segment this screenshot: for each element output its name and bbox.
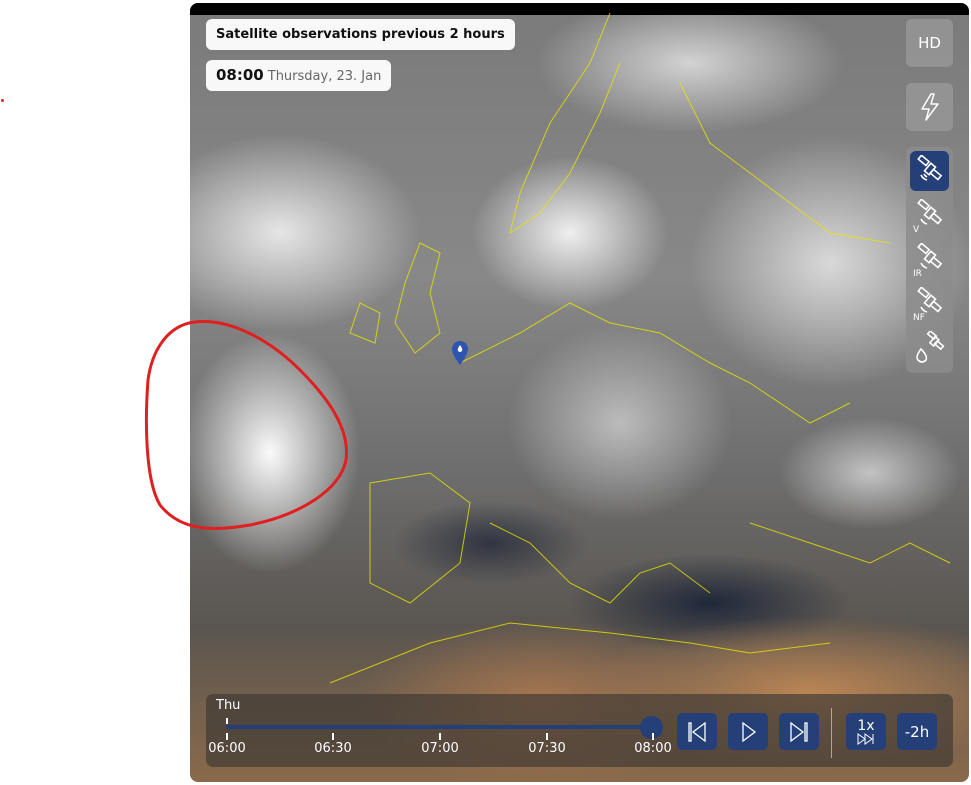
satellite-icon <box>917 199 943 225</box>
timeline-tick <box>439 733 441 740</box>
timeline-day-label: Thu <box>216 698 241 713</box>
satellite-layer-group: V IR NF <box>906 147 953 373</box>
hd-toggle-button[interactable]: HD <box>906 19 953 67</box>
location-pin-icon[interactable] <box>451 340 469 366</box>
map-top-strip <box>190 3 969 15</box>
layer-satellite-nf[interactable]: NF <box>910 283 949 323</box>
satellite-map[interactable]: Satellite observations previous 2 hours … <box>190 3 969 782</box>
play-button[interactable] <box>728 713 768 750</box>
layer-label: IR <box>913 269 922 279</box>
skip-back-icon <box>688 721 706 742</box>
timeline-tick-label: 07:00 <box>421 741 459 756</box>
satellite-icon <box>917 287 943 313</box>
current-date: Thursday, 23. Jan <box>267 69 382 84</box>
timeline-tick <box>332 733 334 740</box>
speed-label: 1x <box>857 717 875 734</box>
timeline-tick <box>226 733 228 740</box>
lightning-icon <box>920 93 939 121</box>
skip-to-start-button[interactable] <box>677 713 717 750</box>
day-tick <box>226 718 228 724</box>
timeline-tick-label: 06:30 <box>314 741 352 756</box>
timeline-handle[interactable] <box>640 716 663 739</box>
layer-satellite-precipitation[interactable] <box>910 327 949 367</box>
annotation-dot <box>1 99 4 102</box>
time-range-button[interactable]: -2h <box>897 713 937 750</box>
skip-forward-icon <box>790 721 808 742</box>
current-time: 08:00 <box>216 66 264 84</box>
timeline-bar: Thu 06:00 06:30 07:00 07:30 08:00 1x -2h <box>206 694 953 767</box>
layer-label: NF <box>913 313 925 323</box>
timeline-track[interactable] <box>226 725 651 729</box>
layer-satellite-visible[interactable]: V <box>910 195 949 235</box>
layer-satellite-infrared[interactable]: IR <box>910 239 949 279</box>
timeline-tick-label: 07:30 <box>528 741 566 756</box>
speed-button[interactable]: 1x <box>846 713 886 750</box>
timeline-tick <box>652 733 654 740</box>
title-label: Satellite observations previous 2 hours <box>206 19 515 50</box>
play-icon <box>742 721 757 742</box>
timeline-tick-label: 06:00 <box>208 741 246 756</box>
satellite-drop-icon <box>916 331 945 363</box>
controls-divider <box>831 708 832 758</box>
skip-to-end-button[interactable] <box>779 713 819 750</box>
country-borders <box>329 12 951 684</box>
fast-forward-icon <box>857 732 874 745</box>
timeline-tick-label: 08:00 <box>634 741 672 756</box>
satellite-icon <box>917 243 943 269</box>
layer-satellite-default[interactable] <box>910 151 949 191</box>
time-display: 08:00 Thursday, 23. Jan <box>206 60 392 91</box>
lightning-button[interactable] <box>906 83 953 131</box>
layer-label: V <box>913 225 920 235</box>
satellite-icon <box>917 155 943 181</box>
timeline-tick <box>546 733 548 740</box>
